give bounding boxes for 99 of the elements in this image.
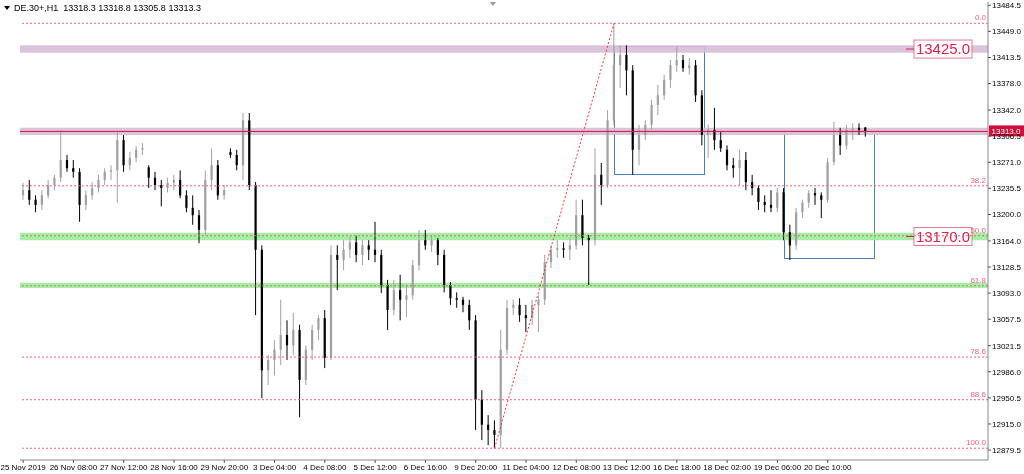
candlestick xyxy=(392,279,395,316)
candlestick xyxy=(336,244,339,291)
x-tick-label: 19 Dec 06:00 xyxy=(753,463,802,472)
y-tick-label: 13200.0 xyxy=(992,210,1022,220)
candlestick xyxy=(738,149,741,186)
y-tick-label: 13021.5 xyxy=(992,341,1022,351)
annotation: 100.0 xyxy=(965,438,987,448)
x-tick-label: 6 Dec 16:00 xyxy=(403,463,448,472)
y-tick-label: 13342.0 xyxy=(992,105,1022,115)
candlestick xyxy=(487,414,490,446)
band-label: 13425.0 xyxy=(915,40,971,58)
candlestick xyxy=(493,419,496,449)
candlestick xyxy=(757,184,760,211)
y-tick-label: 12915.0 xyxy=(992,419,1022,429)
x-tick-label: 27 Nov 12:00 xyxy=(99,463,149,472)
band-label: 13170.0 xyxy=(915,227,971,245)
y-tick-label: 13484.5 xyxy=(992,1,1022,11)
candlestick xyxy=(399,274,402,321)
y-tick-label: 12879.5 xyxy=(992,445,1022,455)
candlestick xyxy=(776,187,779,213)
x-tick-label: 18 Dec 02:00 xyxy=(703,463,752,472)
candlestick xyxy=(373,221,377,263)
candlestick xyxy=(59,130,62,183)
y-tick-label: 13413.5 xyxy=(992,53,1022,63)
candlestick xyxy=(820,191,823,219)
candlestick xyxy=(581,199,584,246)
candlestick xyxy=(317,314,320,341)
y-tick-label: 13093.0 xyxy=(992,288,1022,298)
y-tick-label: 13057.5 xyxy=(992,315,1022,325)
candlestick xyxy=(405,284,408,318)
candlestick xyxy=(744,151,747,191)
candlestick xyxy=(28,179,31,206)
x-tick-label: 28 Nov 16:00 xyxy=(150,463,199,472)
candlestick xyxy=(449,281,452,306)
y-tick-label: 13449.0 xyxy=(992,27,1022,37)
chart-title: DE.30+,H1 13318.3 13318.8 13305.8 13313.3 xyxy=(14,3,201,13)
x-tick-label: 13 Dec 12:00 xyxy=(602,463,651,472)
candlestick xyxy=(210,147,213,191)
candlestick xyxy=(223,184,226,201)
candlestick xyxy=(732,157,735,179)
candlestick xyxy=(84,189,87,211)
candlestick xyxy=(568,237,571,261)
annotation: 88.6 xyxy=(970,389,987,399)
candlestick xyxy=(355,235,358,263)
candlestick xyxy=(537,294,540,333)
candlestick xyxy=(625,44,628,96)
candlestick xyxy=(185,189,188,213)
x-tick-label: 4 Dec 08:00 xyxy=(303,463,347,472)
x-tick-label: 25 Nov 2019 xyxy=(0,463,47,472)
candlestick xyxy=(424,229,427,251)
candlestick xyxy=(342,239,345,271)
annotation: 78.6 xyxy=(970,347,987,357)
x-tick-label: 12 Dec 08:00 xyxy=(552,463,601,472)
annotation: 0.0 xyxy=(974,13,987,23)
candlestick xyxy=(656,84,659,116)
candlestick xyxy=(713,107,716,151)
candlestick xyxy=(524,304,527,333)
candlestick xyxy=(675,46,678,73)
x-tick-label: 26 Nov 08:00 xyxy=(49,463,98,472)
candlestick xyxy=(455,291,458,309)
candlestick xyxy=(109,164,113,181)
x-tick-label: 29 Nov 20:00 xyxy=(200,463,249,472)
candlestick xyxy=(518,297,521,323)
candlestick xyxy=(562,241,565,259)
candlestick xyxy=(669,59,672,89)
candlestick xyxy=(845,124,848,151)
candlestick xyxy=(367,239,370,261)
candlestick xyxy=(801,199,804,219)
candlestick xyxy=(279,299,282,366)
annotation: 61.8 xyxy=(970,275,987,285)
candlestick xyxy=(311,324,314,361)
x-tick-label: 3 Dec 04:00 xyxy=(253,463,297,472)
candlestick xyxy=(273,339,276,376)
y-tick-label: 13128.5 xyxy=(992,262,1022,272)
candlestick xyxy=(160,179,163,207)
candlestick xyxy=(461,296,465,313)
candlestick xyxy=(40,189,43,211)
candlestick xyxy=(436,237,439,266)
y-tick-label: 13235.5 xyxy=(992,184,1022,194)
y-tick-label: 13271.0 xyxy=(992,158,1022,168)
y-tick-label: 12986.0 xyxy=(992,367,1022,377)
candlestick xyxy=(21,182,25,201)
x-tick-label: 9 Dec 20:00 xyxy=(454,463,498,472)
candlestick xyxy=(769,189,773,213)
candlestick xyxy=(650,99,653,131)
candlestick xyxy=(348,236,351,259)
candlestick xyxy=(197,209,201,244)
y-tick-label: 12950.5 xyxy=(992,393,1022,403)
y-tick-label: 13164.0 xyxy=(992,236,1022,246)
annotation: 38.2 xyxy=(970,175,987,185)
candlestick xyxy=(361,239,364,266)
candlestick xyxy=(147,164,150,189)
x-tick-label: 20 Dec 10:00 xyxy=(803,463,853,472)
candlestick xyxy=(172,174,175,191)
y-tick-label: 13378.0 xyxy=(992,79,1022,89)
candlestick xyxy=(637,124,641,166)
x-tick-label: 11 Dec 04:00 xyxy=(502,463,551,472)
x-tick-label: 5 Dec 12:00 xyxy=(353,463,398,472)
x-tick-label: 16 Dec 18:00 xyxy=(653,463,702,472)
